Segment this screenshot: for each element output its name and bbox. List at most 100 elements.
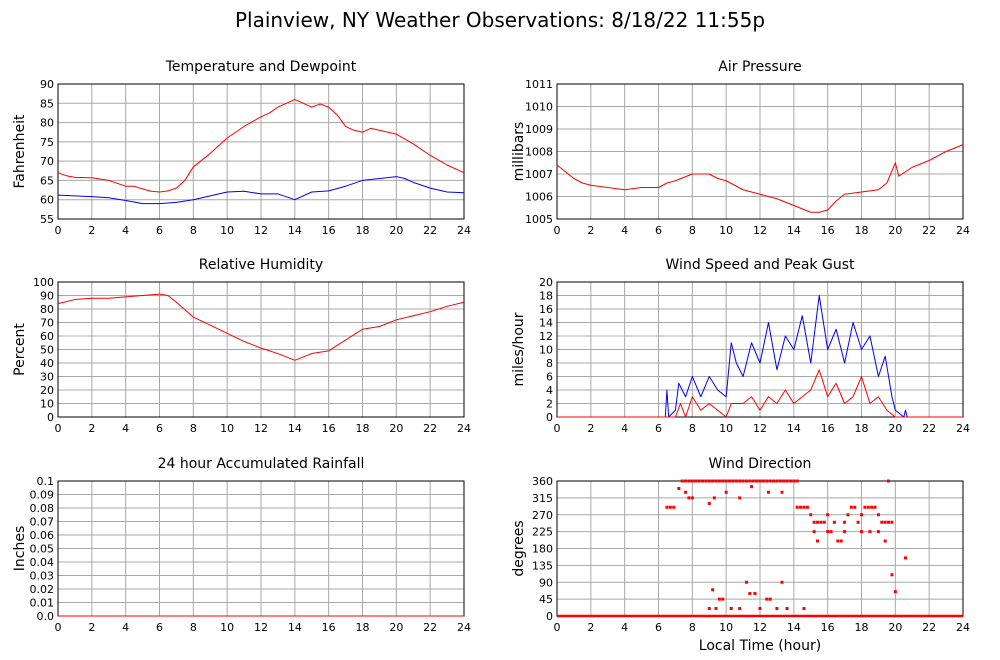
data-point: [843, 530, 847, 534]
y-tick-label: 0.07: [30, 516, 55, 529]
data-point: [741, 479, 745, 483]
y-tick-label: 270: [532, 509, 553, 522]
x-tick-label: 20: [389, 422, 403, 435]
x-tick-label: 4: [122, 621, 129, 634]
x-tick-label: 6: [655, 422, 662, 435]
x-tick-label: 12: [254, 422, 268, 435]
y-tick-label: 45: [539, 593, 553, 606]
x-tick-label: 6: [655, 621, 662, 634]
y-tick-label: 360: [532, 475, 553, 488]
data-point: [866, 505, 870, 509]
x-tick-label: 16: [821, 621, 835, 634]
data-point: [714, 479, 718, 483]
data-point: [738, 479, 742, 483]
y-tick-label: 14: [539, 317, 553, 330]
data-point: [863, 505, 867, 509]
data-point: [887, 520, 891, 524]
data-point: [883, 520, 887, 524]
data-point: [707, 607, 711, 610]
data-point: [778, 479, 782, 483]
x-tick-label: 2: [587, 224, 594, 237]
x-tick-label: 22: [423, 621, 437, 634]
x-tick-label: 0: [55, 422, 62, 435]
data-point: [873, 505, 877, 509]
data-point: [887, 479, 891, 483]
data-point: [744, 580, 748, 584]
x-tick-label: 14: [787, 422, 801, 435]
plot-frame: [57, 83, 465, 220]
x-tick-label: 18: [356, 422, 370, 435]
y-tick-label: 90: [40, 290, 54, 303]
series-line-0: [57, 98, 465, 193]
x-tick-label: 4: [621, 422, 628, 435]
chart-title: Relative Humidity: [199, 257, 323, 273]
x-tick-label: 22: [423, 422, 437, 435]
data-point: [819, 520, 823, 524]
data-point: [680, 479, 684, 483]
y-tick-label: 0.03: [30, 570, 55, 583]
data-point: [868, 530, 872, 534]
y-tick-label: 8: [546, 357, 553, 370]
x-tick-label: 18: [855, 224, 869, 237]
plot-frame: [556, 281, 964, 418]
data-point: [876, 530, 880, 534]
data-point: [712, 496, 716, 500]
y-tick-label: 16: [539, 303, 553, 316]
data-point: [775, 479, 779, 483]
y-tick-label: 12: [539, 330, 553, 343]
y-tick-label: 1006: [525, 191, 553, 204]
x-tick-label: 2: [587, 621, 594, 634]
series-line-0: [557, 295, 963, 418]
data-point: [826, 513, 830, 517]
y-tick-label: 0.05: [30, 543, 55, 556]
data-point: [780, 580, 784, 584]
y-tick-label: 0: [546, 610, 553, 623]
y-tick-label: 10: [40, 398, 54, 411]
data-point: [684, 479, 688, 483]
y-axis-label: millibars: [511, 122, 527, 182]
x-tick-label: 12: [753, 224, 767, 237]
x-tick-label: 4: [122, 224, 129, 237]
data-point: [751, 479, 755, 483]
data-point: [849, 505, 853, 509]
data-point: [665, 505, 669, 509]
data-point: [812, 530, 816, 534]
x-tick-label: 14: [288, 422, 302, 435]
y-axis-label: miles/hour: [511, 312, 527, 386]
data-point: [870, 505, 874, 509]
y-tick-label: 6: [546, 371, 553, 384]
x-tick-label: 10: [220, 422, 234, 435]
y-tick-label: 0.09: [30, 489, 55, 502]
data-point: [853, 505, 857, 509]
x-tick-label: 8: [190, 621, 197, 634]
data-point: [728, 479, 732, 483]
data-point: [829, 530, 833, 534]
y-tick-label: 225: [532, 526, 553, 539]
data-point: [738, 496, 742, 500]
data-point: [782, 479, 786, 483]
x-tick-label: 16: [821, 422, 835, 435]
data-point: [729, 607, 733, 610]
data-point: [765, 597, 769, 601]
y-tick-label: 0: [47, 411, 54, 424]
data-point: [717, 479, 721, 483]
data-point: [738, 607, 742, 610]
x-tick-label: 8: [190, 224, 197, 237]
y-tick-label: 60: [40, 330, 54, 343]
data-point: [788, 479, 792, 483]
x-tick-label: 12: [254, 224, 268, 237]
y-tick-label: 0.04: [30, 556, 55, 569]
data-point: [750, 485, 754, 489]
data-point: [687, 496, 691, 500]
x-tick-label: 10: [220, 621, 234, 634]
data-point: [768, 597, 772, 601]
y-tick-label: 70: [40, 155, 54, 168]
x-tick-label: 4: [621, 621, 628, 634]
y-tick-label: 10: [539, 344, 553, 357]
y-tick-label: 18: [539, 290, 553, 303]
x-tick-label: 10: [719, 621, 733, 634]
data-point: [707, 479, 711, 483]
